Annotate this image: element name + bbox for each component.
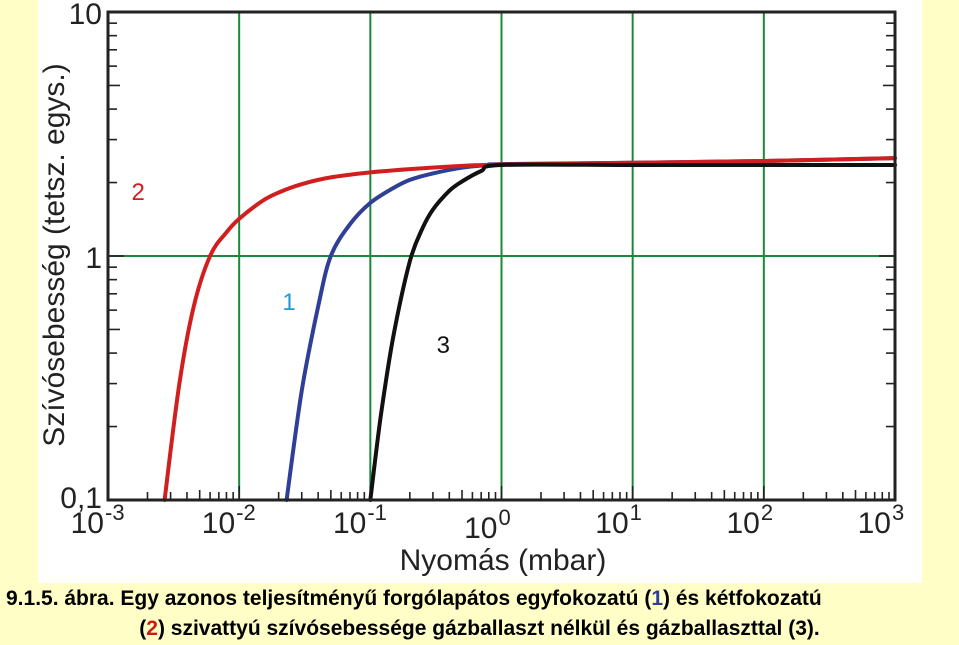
x-tick-exponent: -2: [236, 500, 256, 525]
y-tick-label: 0,1: [60, 482, 102, 515]
x-tick-base: 10: [202, 507, 235, 540]
x-tick-exponent: 2: [761, 500, 773, 525]
series-lines: [162, 156, 897, 502]
caption-series-1-number: 1: [651, 587, 664, 610]
x-tick-exponent: 3: [892, 500, 904, 525]
plot-border: [106, 10, 897, 502]
series-label-3: 3: [437, 332, 450, 359]
grid-lines: [108, 12, 895, 500]
x-tick-base: 10: [71, 507, 104, 540]
x-tick-label: 10 -3: [71, 500, 125, 540]
series-annotations: 2 1 3: [132, 179, 450, 359]
caption-line-2: (2) szivattyú szívósebessége gázballaszt…: [0, 615, 959, 643]
x-tick-base: 10: [464, 512, 497, 545]
plot-frame: [106, 10, 897, 502]
caption-line2-suffix: ) szivattyú szívósebessége gázballaszt n…: [157, 617, 820, 640]
x-tick-label: 10 -1: [333, 500, 387, 540]
series-line-2: [162, 156, 897, 502]
series-label-1: 1: [282, 289, 295, 316]
x-tick-base: 10: [333, 507, 366, 540]
x-tick-label: 10 0: [464, 505, 511, 545]
x-tick-base: 10: [595, 507, 628, 540]
x-tick-exponent: 1: [630, 500, 642, 525]
x-axis-label: Nyomás (mbar): [400, 544, 607, 577]
caption-line-1: 9.1.5. ábra. Egy azonos teljesítményű fo…: [6, 585, 822, 613]
series-label-2: 2: [132, 179, 145, 206]
x-tick-label: 10 2: [726, 500, 773, 540]
x-tick-exponent: 0: [499, 505, 511, 530]
x-tick-label: 10 1: [595, 500, 642, 540]
caption-series-2-number: 2: [146, 617, 158, 640]
caption-line1-suffix: ) és kétfokozatú: [663, 587, 822, 610]
x-tick-exponent: -1: [367, 500, 387, 525]
x-tick-labels: 10 -3 10 -2 10 -1 10 0 10 1 10 2 10 3: [71, 500, 905, 545]
x-tick-base: 10: [726, 507, 759, 540]
x-tick-label: 10 3: [858, 500, 905, 540]
caption-line2-prefix: (: [139, 617, 147, 640]
x-tick-label: 10 -2: [202, 500, 256, 540]
x-tick-base: 10: [858, 507, 891, 540]
y-tick-label: 10: [69, 0, 102, 31]
caption-line1-prefix: 9.1.5. ábra. Egy azonos teljesítményű fo…: [6, 587, 652, 610]
y-axis-label: Szívósebesség (tetsz. egys.): [38, 63, 71, 447]
x-tick-exponent: -3: [105, 500, 125, 525]
y-tick-label: 1: [85, 242, 102, 275]
series-line-3: [368, 162, 897, 502]
y-tick-labels: 0,1 1 10: [60, 0, 102, 515]
